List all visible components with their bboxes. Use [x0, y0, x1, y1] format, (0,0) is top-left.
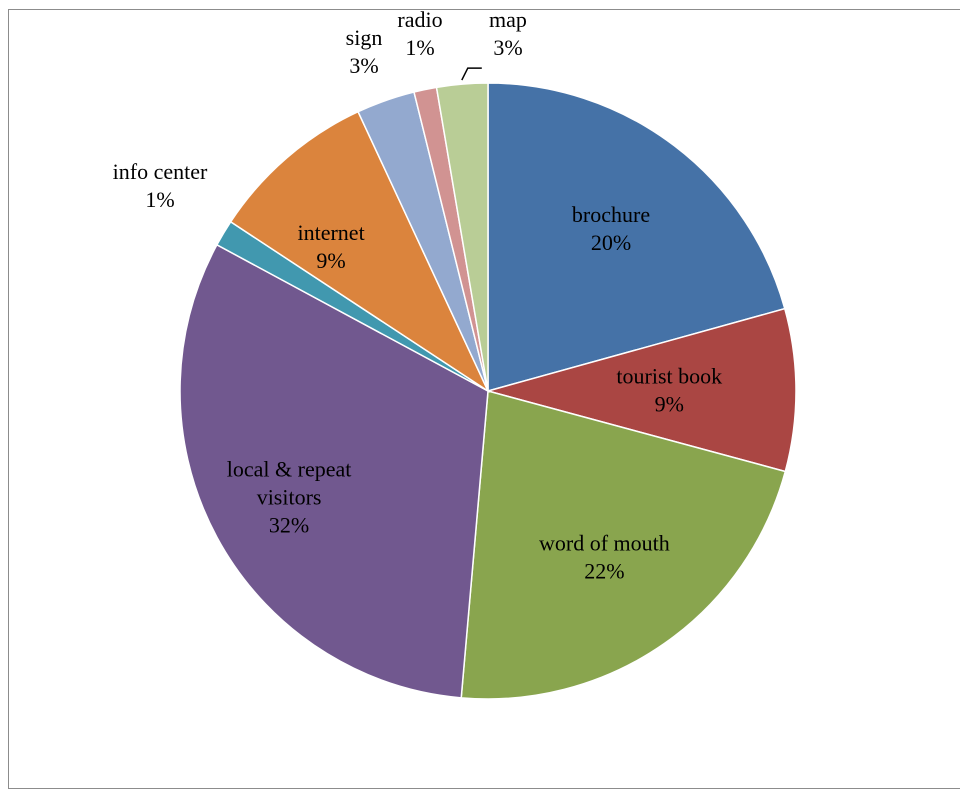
leader-line-map	[461, 67, 482, 81]
pie-slice-local-and-repeat-visitors	[179, 243, 489, 699]
slice-name: map	[489, 7, 527, 32]
slice-percent: 9%	[655, 391, 684, 416]
slice-percent: 22%	[584, 559, 624, 584]
slice-percent: 1%	[405, 35, 434, 60]
slice-label-word-of-mouth: word of mouth 22%	[539, 531, 670, 584]
slice-name: sign	[346, 25, 383, 50]
pie-slice-map	[435, 82, 489, 392]
pie-slice-brochure	[487, 82, 786, 392]
slice-name: tourist book	[616, 363, 722, 388]
slice-label-sign: sign 3%	[346, 25, 383, 78]
slice-name: visitors	[257, 485, 322, 510]
slice-percent: 32%	[269, 513, 309, 538]
slice-name: word of mouth	[539, 531, 670, 556]
slice-label-info-center: info center 1%	[113, 159, 208, 212]
slice-percent: 1%	[145, 187, 174, 212]
slice-percent: 3%	[349, 53, 378, 78]
pie-slice-tourist-book	[485, 307, 797, 473]
slice-name: brochure	[572, 202, 650, 227]
slice-label-tourist-book: tourist book 9%	[616, 363, 722, 416]
pie-slices	[179, 82, 797, 700]
slice-labels: brochure 20% tourist book 9% word of mouth 22…	[113, 7, 723, 584]
leader-lines	[461, 67, 482, 81]
pie-chart: brochure 20% tourist book 9% word of mouth 22…	[113, 7, 797, 700]
pie-slice-word-of-mouth	[460, 390, 787, 700]
pie-slice-internet	[229, 110, 490, 394]
slice-percent: 9%	[316, 248, 345, 273]
slice-label-local-and-repeat-visitors: local & repeat visitors 32%	[227, 457, 352, 538]
slice-name: local & repeat	[227, 457, 352, 482]
slice-name: info center	[113, 159, 208, 184]
slice-label-brochure: brochure 20%	[572, 202, 650, 255]
slice-name: radio	[397, 7, 442, 32]
slice-label-map: map 3%	[489, 7, 527, 60]
slice-percent: 3%	[493, 35, 522, 60]
slice-label-internet: internet 9%	[297, 220, 364, 273]
slice-percent: 20%	[591, 230, 631, 255]
slice-label-radio: radio 1%	[397, 7, 442, 60]
slice-name: internet	[297, 220, 364, 245]
